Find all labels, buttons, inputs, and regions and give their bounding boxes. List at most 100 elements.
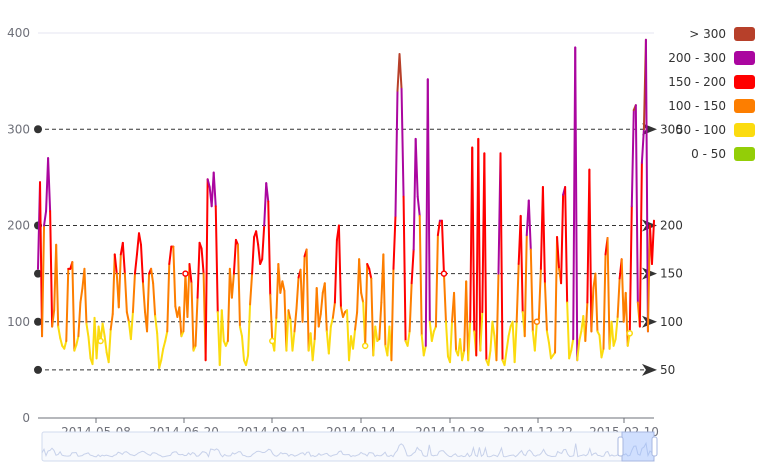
legend-swatch[interactable] bbox=[734, 123, 755, 137]
series-segment bbox=[311, 338, 316, 362]
series-segment bbox=[63, 340, 68, 350]
zoom-handle-left[interactable] bbox=[617, 436, 624, 457]
legend-label[interactable]: > 300 bbox=[689, 27, 726, 41]
series-segment bbox=[568, 349, 573, 360]
legend-label[interactable]: 100 - 150 bbox=[668, 99, 726, 113]
legend-swatch[interactable] bbox=[734, 99, 755, 113]
data-point[interactable] bbox=[97, 337, 104, 345]
data-point[interactable] bbox=[182, 270, 189, 277]
series-segment bbox=[232, 238, 237, 275]
series-segment bbox=[291, 330, 296, 352]
series-segment bbox=[125, 311, 130, 323]
series-segment bbox=[479, 311, 484, 352]
series-segment bbox=[317, 313, 322, 328]
series-segment bbox=[77, 301, 82, 338]
data-point[interactable] bbox=[626, 330, 634, 337]
visual-map-legend[interactable]: > 300 200 - 300 150 - 200 100 - 150 50 - 100… bbox=[668, 27, 755, 161]
mark-line-arrow bbox=[642, 315, 657, 328]
series-segment bbox=[111, 253, 116, 316]
series-segment bbox=[238, 325, 243, 338]
series-segment bbox=[95, 325, 100, 360]
series-segment bbox=[236, 243, 241, 328]
series-segment bbox=[267, 200, 272, 296]
series-segment bbox=[600, 347, 605, 359]
series-segment bbox=[196, 241, 201, 299]
legend-label[interactable]: 200 - 300 bbox=[668, 51, 726, 65]
series-segment bbox=[226, 267, 231, 342]
zoom-selected-window[interactable] bbox=[621, 431, 655, 462]
zoom-track[interactable] bbox=[41, 431, 655, 462]
series-segment bbox=[277, 263, 282, 294]
series-segment bbox=[212, 171, 217, 208]
data-point[interactable] bbox=[269, 337, 276, 345]
series-segment bbox=[620, 258, 625, 323]
legend-label[interactable]: 150 - 200 bbox=[668, 75, 726, 89]
series-segment bbox=[55, 243, 60, 328]
series-segment bbox=[352, 328, 357, 350]
series-segment bbox=[499, 152, 504, 362]
series-segment bbox=[166, 263, 171, 333]
series-segment bbox=[255, 230, 260, 246]
series-segment bbox=[507, 325, 512, 338]
series-segment bbox=[162, 340, 167, 350]
data-point[interactable] bbox=[361, 342, 369, 350]
series-segment bbox=[459, 338, 464, 362]
y-tick-label: 0 bbox=[22, 411, 30, 425]
zoom-handle-right[interactable] bbox=[651, 436, 658, 457]
series-segment bbox=[390, 267, 395, 362]
legend-swatch[interactable] bbox=[734, 147, 755, 161]
series-segment bbox=[467, 320, 472, 362]
series-segment bbox=[140, 243, 145, 285]
series-segment bbox=[194, 296, 199, 347]
series-segment bbox=[610, 320, 615, 347]
legend-label[interactable]: 0 - 50 bbox=[691, 147, 726, 161]
series-segment bbox=[257, 243, 262, 265]
series-segment bbox=[624, 291, 629, 347]
series-segment bbox=[206, 178, 211, 188]
y-axis-tick-labels: 0 100 200 300 400 bbox=[7, 26, 30, 425]
series-segment bbox=[198, 241, 203, 250]
series-segment bbox=[178, 306, 183, 338]
series-segment bbox=[495, 272, 500, 362]
series-segment bbox=[537, 267, 542, 320]
series-segment bbox=[578, 330, 583, 342]
series-segment bbox=[188, 263, 193, 285]
series-segment bbox=[394, 89, 399, 217]
series-segment bbox=[570, 338, 575, 352]
series-segment bbox=[630, 109, 635, 208]
series-segment bbox=[440, 219, 445, 275]
series-segment bbox=[49, 210, 54, 328]
series-segment bbox=[378, 301, 383, 341]
series-segment bbox=[560, 193, 565, 285]
series-segment bbox=[410, 248, 415, 285]
series-segment bbox=[422, 344, 427, 357]
series-segment bbox=[109, 313, 114, 331]
legend-swatch[interactable] bbox=[734, 27, 755, 41]
series-segment bbox=[87, 336, 92, 360]
series-segment bbox=[204, 178, 209, 362]
legend-swatch[interactable] bbox=[734, 75, 755, 89]
series-segment bbox=[265, 182, 270, 203]
series-segment bbox=[117, 253, 122, 309]
series-segment bbox=[420, 334, 425, 357]
series-segment bbox=[287, 309, 292, 321]
series-segment bbox=[602, 253, 607, 350]
data-point[interactable] bbox=[533, 318, 541, 325]
data-zoom-slider[interactable] bbox=[41, 431, 658, 462]
legend-swatch[interactable] bbox=[734, 51, 755, 65]
series-segment bbox=[434, 234, 439, 328]
mark-line-label: 50 bbox=[660, 363, 675, 377]
series-segment bbox=[430, 330, 435, 342]
series-segment bbox=[160, 347, 165, 362]
series-segment bbox=[489, 320, 494, 352]
series-segment bbox=[364, 263, 369, 347]
series-segment bbox=[436, 219, 441, 237]
mark-line-label: 100 bbox=[660, 315, 683, 329]
legend-label[interactable]: 50 - 100 bbox=[676, 123, 726, 137]
series-segment bbox=[71, 261, 76, 352]
series-segment bbox=[640, 128, 645, 164]
data-point[interactable] bbox=[440, 270, 448, 277]
series-segment bbox=[146, 272, 151, 333]
series-segment bbox=[588, 168, 593, 333]
